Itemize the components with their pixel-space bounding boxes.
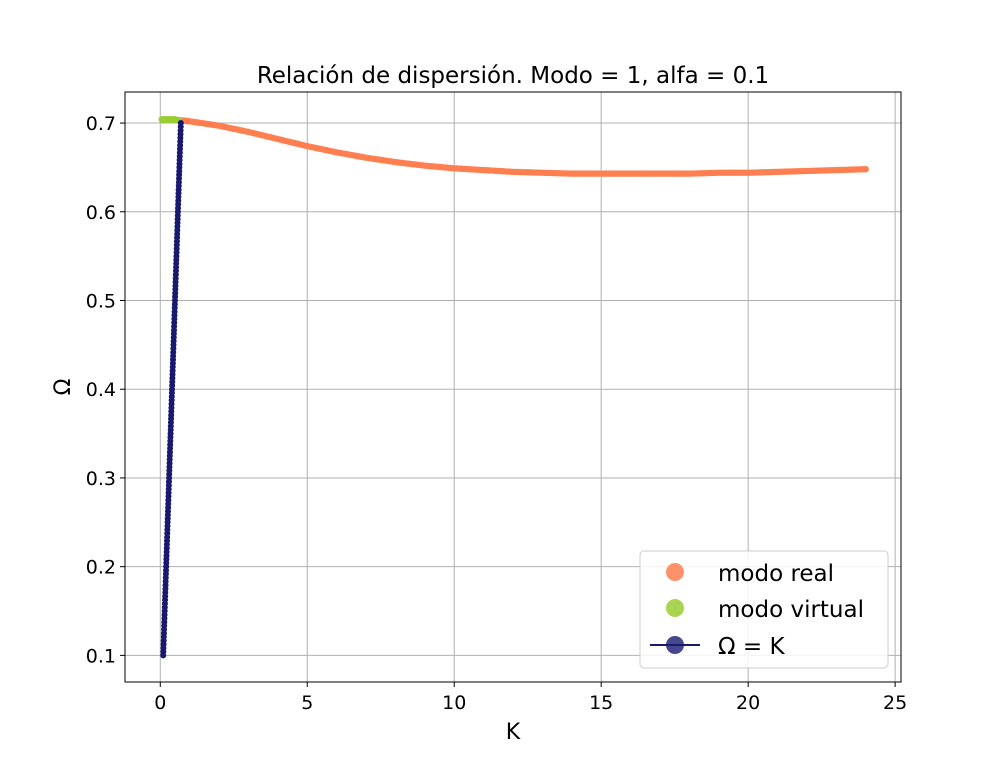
x-tick-label: 15	[589, 692, 613, 714]
legend-marker-omega-k	[666, 636, 684, 654]
legend-label-omega-k: Ω = K	[718, 634, 785, 660]
legend-marker-modo-real	[666, 563, 684, 581]
legend: modo real modo virtual Ω = K	[639, 550, 889, 669]
axis-ticks: 0 5 10 15 20 25 0.1 0.2 0.3 0.4 0.5 0.6 0.7	[86, 113, 907, 714]
plot-frame	[124, 91, 902, 683]
chart-title: Relación de dispersión. Modo = 1, alfa =…	[257, 63, 769, 89]
x-axis-label: K	[506, 720, 521, 745]
y-tick-label: 0.6	[86, 202, 116, 224]
y-tick-label: 0.4	[86, 379, 116, 401]
series-modo-real	[177, 117, 869, 177]
legend-label-modo-virtual: modo virtual	[718, 597, 864, 623]
x-tick-label: 20	[736, 692, 760, 714]
y-axis-label: Ω	[51, 379, 76, 396]
x-tick-label: 0	[154, 692, 166, 714]
x-tick-label: 10	[442, 692, 466, 714]
y-tick-label: 0.1	[86, 645, 116, 667]
series-modo-virtual	[158, 116, 183, 124]
y-tick-label: 0.3	[86, 468, 116, 490]
data-point-modo-real	[862, 165, 869, 173]
series-omega-k	[160, 120, 184, 659]
data-point-omega-k	[177, 120, 184, 127]
y-tick-label: 0.5	[86, 290, 116, 312]
y-tick-label: 0.2	[86, 557, 116, 579]
legend-marker-modo-virtual	[666, 599, 684, 617]
x-tick-label: 5	[301, 692, 313, 714]
legend-label-modo-real: modo real	[718, 561, 834, 587]
legend-box	[639, 550, 889, 669]
x-tick-label: 25	[883, 692, 907, 714]
series-layer	[158, 116, 869, 659]
grid	[125, 92, 901, 682]
y-tick-label: 0.7	[86, 113, 116, 135]
